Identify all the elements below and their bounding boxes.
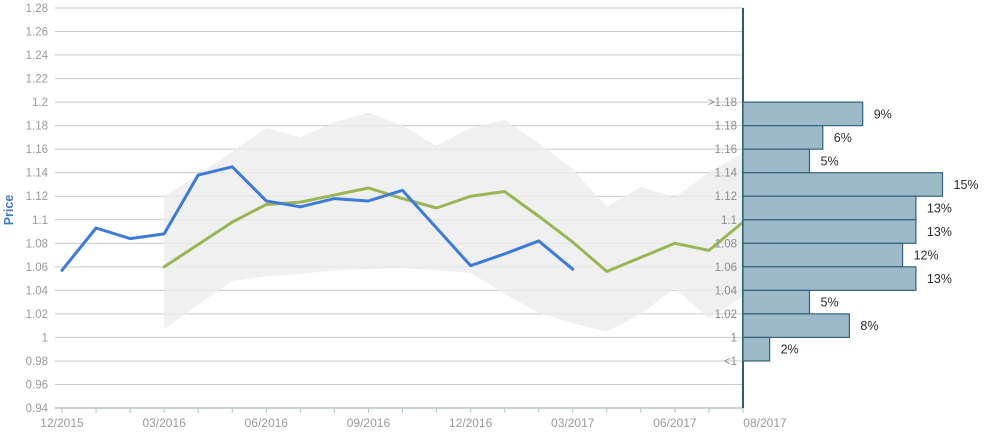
histogram-bin-edge-label: 1.1 — [721, 215, 737, 227]
histogram-bar[interactable] — [742, 266, 917, 291]
histogram-bar[interactable] — [742, 101, 864, 127]
histogram-bar[interactable] — [742, 172, 944, 197]
y-tick-label: 1.28 — [26, 3, 48, 15]
y-tick-label: 1.26 — [26, 27, 48, 39]
histogram-pct-label: 12% — [914, 249, 939, 263]
histogram-bin-edge-label: 1.18 — [715, 121, 737, 133]
histogram-bar[interactable] — [742, 336, 771, 362]
histogram-bin-edge-label: 1.14 — [715, 168, 738, 180]
y-tick-label: 0.98 — [26, 356, 48, 368]
x-tick-label: 09/2016 — [347, 416, 391, 430]
histogram-bin-edge-label: 1 — [731, 332, 737, 344]
histogram-bin-edge-label: <1 — [724, 356, 737, 368]
histogram-pct-label: 2% — [781, 343, 799, 357]
x-tick-label: 06/2016 — [245, 416, 289, 430]
histogram-bar[interactable] — [742, 289, 811, 315]
y-tick-label: 1.24 — [26, 50, 49, 62]
histogram-bar[interactable] — [742, 195, 917, 221]
y-tick-label: 1 — [42, 332, 48, 344]
histogram-pct-label: 13% — [927, 272, 952, 286]
x-tick-label: 06/2017 — [653, 416, 697, 430]
forecast-range-band — [164, 112, 743, 332]
y-tick-label: 1.22 — [26, 74, 48, 86]
histogram-bin-edge-label: 1.16 — [715, 144, 737, 156]
histogram-pct-label: 15% — [954, 178, 979, 192]
y-tick-label: 0.96 — [26, 379, 48, 391]
histogram-bin-edge-label: 1.08 — [715, 238, 737, 250]
price-axis-label: Price — [2, 195, 16, 226]
y-tick-label: 1.18 — [26, 121, 48, 133]
x-tick-label: 12/2015 — [40, 416, 84, 430]
histogram-bar[interactable] — [742, 219, 917, 244]
histogram-pct-label: 5% — [821, 296, 839, 310]
y-tick-label: 1.12 — [26, 191, 48, 203]
histogram-bin-edge-label: 1.12 — [715, 191, 737, 203]
y-tick-label: 1.06 — [26, 262, 48, 274]
y-tick-label: 0.94 — [26, 403, 49, 415]
histogram-pct-label: 9% — [874, 107, 892, 121]
histogram-bin-edge-label: 1.02 — [715, 309, 737, 321]
histogram-bar[interactable] — [742, 313, 851, 339]
y-tick-label: 1.2 — [32, 97, 48, 109]
histogram-pct-label: 8% — [860, 319, 878, 333]
histogram-bar[interactable] — [742, 242, 904, 268]
x-tick-label: 12/2016 — [449, 416, 493, 430]
histogram-bin-edge-label: 1.06 — [715, 262, 737, 274]
histogram-pct-label: 5% — [821, 154, 839, 168]
histogram-bar[interactable] — [742, 148, 811, 174]
y-tick-label: 1.08 — [26, 238, 48, 250]
histogram-pct-label: 6% — [834, 131, 852, 145]
y-tick-label: 1.02 — [26, 309, 48, 321]
y-tick-label: 1.04 — [26, 285, 49, 297]
histogram-bar[interactable] — [742, 125, 824, 150]
histogram-pct-label: 13% — [927, 202, 952, 216]
y-tick-label: 1.16 — [26, 144, 48, 156]
x-tick-label: 03/2016 — [142, 416, 186, 430]
histogram-bin-edge-label: >1.18 — [708, 97, 737, 109]
histogram-bin-edge-label: 1.04 — [715, 285, 738, 297]
x-tick-label: 08/2017 — [743, 416, 787, 430]
y-tick-label: 1.1 — [32, 215, 48, 227]
historical-price-line[interactable] — [60, 165, 575, 272]
y-tick-label: 1.14 — [26, 168, 49, 180]
forecast-consensus-line[interactable] — [162, 186, 745, 274]
x-tick-label: 03/2017 — [551, 416, 595, 430]
histogram-pct-label: 13% — [927, 225, 952, 239]
